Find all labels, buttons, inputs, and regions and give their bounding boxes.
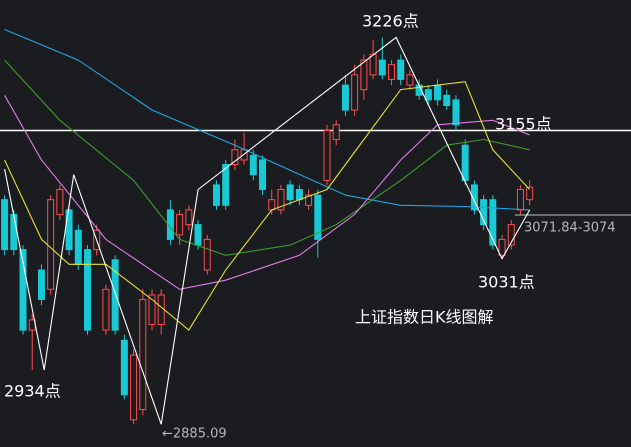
line-series: [4, 28, 530, 211]
candle-body: [305, 194, 313, 206]
candle-body: [489, 199, 497, 246]
candle-body: [19, 249, 27, 331]
candle-body: [176, 213, 184, 236]
candle-body: [286, 184, 294, 201]
candle-body: [56, 188, 64, 215]
candle-body: [480, 199, 488, 226]
candle-body: [461, 144, 469, 181]
candle-body: [111, 259, 119, 331]
line-series: [4, 59, 530, 256]
line-series: [4, 81, 531, 331]
candle-body: [65, 209, 73, 251]
candle-body: [84, 249, 92, 331]
candle-body: [249, 154, 257, 176]
annotation: 3226点: [362, 12, 419, 31]
candle-body: [74, 229, 82, 265]
candle-body: [10, 213, 18, 251]
candle-body: [1, 199, 9, 251]
candle-body: [259, 159, 267, 190]
candle-body: [102, 288, 110, 331]
line-series: [4, 95, 530, 290]
candle-body: [185, 209, 193, 226]
candle-body: [139, 299, 147, 411]
candle-body: [295, 188, 303, 201]
candle-body: [148, 294, 156, 325]
candle-body: [212, 184, 220, 206]
candle-body: [387, 64, 395, 80]
candle-body: [240, 149, 248, 161]
annotation: 2934点: [4, 382, 61, 401]
line-series: [4, 36, 531, 425]
candle-body: [378, 59, 386, 76]
candle-body: [341, 84, 349, 111]
candle-body: [222, 164, 230, 206]
candle-body: [369, 53, 377, 76]
candle-body: [47, 199, 55, 290]
candle-body: [406, 74, 414, 86]
candle-body: [37, 269, 45, 301]
annotation: 3031点: [478, 273, 535, 292]
candle-body: [526, 186, 534, 201]
candle-body: [470, 184, 478, 211]
candle-body: [498, 238, 506, 256]
candle-body: [314, 194, 322, 240]
candle-body: [452, 99, 460, 126]
candle-body: [507, 224, 515, 246]
annotation: 3071.84-3074: [524, 221, 616, 236]
chart-title: 上证指数日K线图解: [355, 308, 494, 327]
candle-body: [443, 94, 451, 107]
annotation: 3155点: [495, 115, 552, 134]
candle-body: [268, 199, 276, 211]
candle-body: [351, 74, 359, 111]
candle-body: [277, 188, 285, 211]
candle-body: [203, 238, 211, 271]
candle-body: [130, 354, 138, 421]
candle-body: [323, 129, 331, 181]
candle-body: [424, 89, 432, 101]
candle-body: [360, 59, 368, 91]
candle-body: [120, 339, 128, 396]
candle-body: [194, 224, 202, 246]
candle-body: [332, 124, 340, 141]
annotation: ←2885.09: [162, 427, 227, 442]
candle-body: [434, 84, 442, 101]
candle-body: [157, 294, 165, 325]
candle-body: [516, 188, 524, 211]
candle-body: [231, 149, 239, 166]
candle-body: [397, 59, 405, 80]
